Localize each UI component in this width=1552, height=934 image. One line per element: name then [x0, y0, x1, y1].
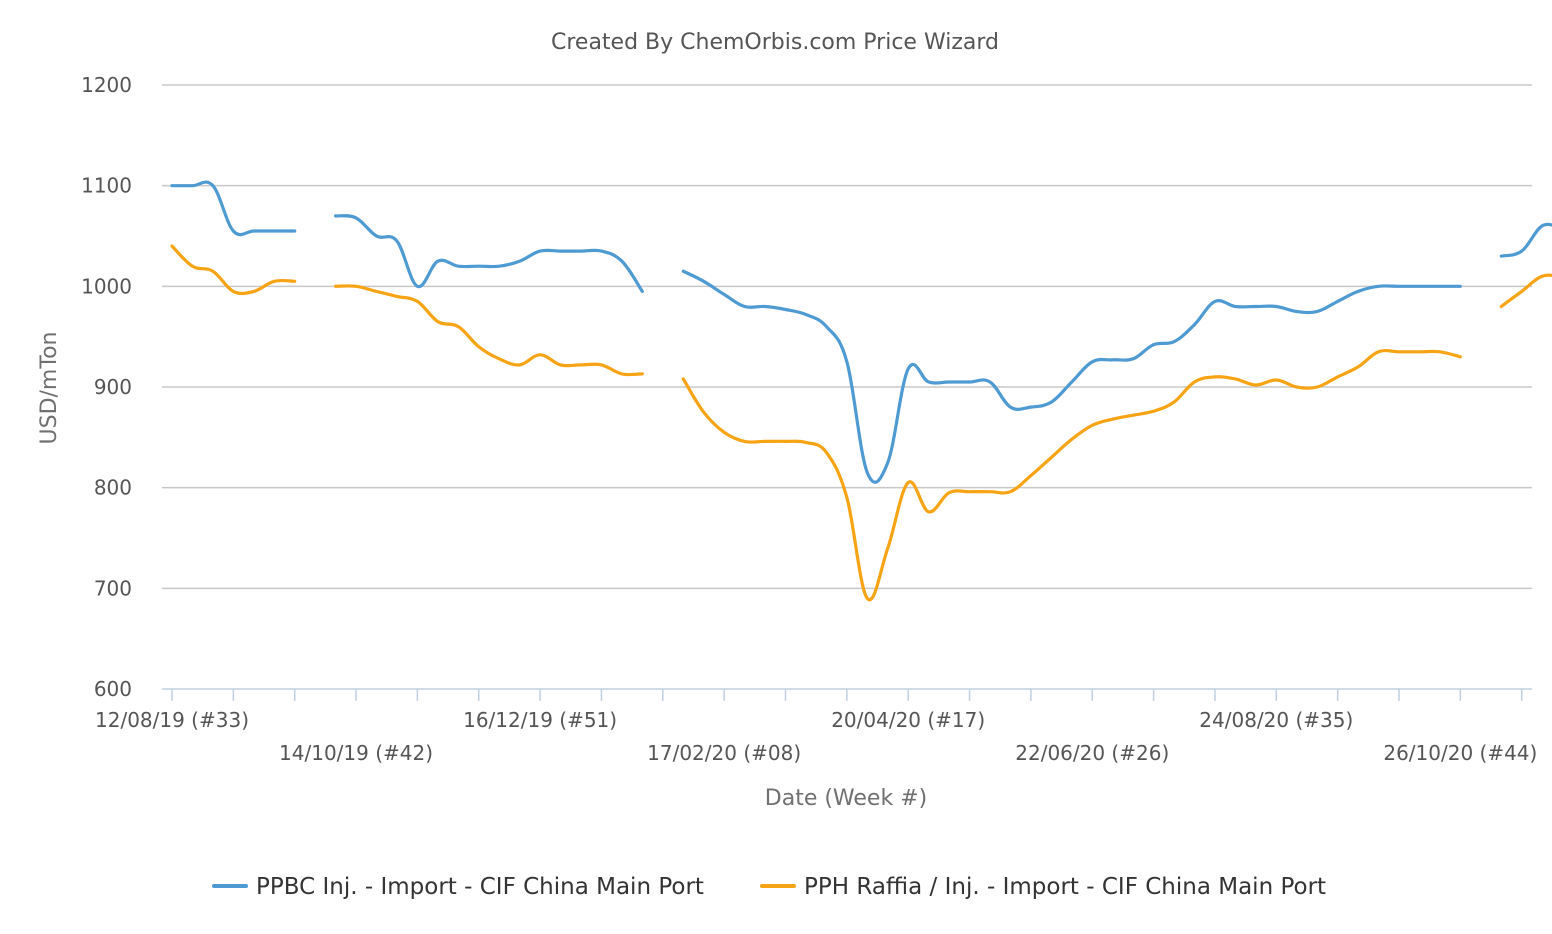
chart-title: Created By ChemOrbis.com Price Wizard — [551, 30, 999, 55]
legend-item-1[interactable]: PPH Raffia / Inj. - Import - CIF China M… — [760, 874, 1326, 900]
series-0 — [170, 180, 1552, 484]
legend-item-0[interactable]: PPBC Inj. - Import - CIF China Main Port — [212, 874, 704, 900]
series-1 — [170, 244, 1552, 602]
series-line-segment — [681, 348, 1462, 602]
legend[interactable]: PPBC Inj. - Import - CIF China Main Port… — [212, 874, 1326, 900]
y-axis-title: USD/mTon — [37, 332, 62, 445]
legend-label: PPBC Inj. - Import - CIF China Main Port — [256, 874, 704, 900]
y-tick-label: 1000 — [81, 274, 132, 298]
series-line-segment — [170, 180, 297, 237]
series-line-segment — [681, 269, 1462, 484]
series-line-segment — [334, 284, 644, 377]
series-line-segment — [170, 244, 297, 296]
x-tick-label: 16/12/19 (#51) — [463, 708, 617, 732]
y-axis-ticks: 600 700 800 900 1000 1100 1200 — [81, 73, 132, 701]
y-tick-label: 1100 — [81, 174, 132, 198]
y-tick-label: 1200 — [81, 73, 132, 97]
series-line-segment — [1499, 273, 1552, 309]
y-tick-label: 800 — [94, 476, 132, 500]
x-axis-title: Date (Week #) — [765, 786, 927, 811]
y-tick-label: 700 — [94, 576, 132, 600]
y-tick-label: 600 — [94, 677, 132, 701]
x-tick-label: 14/10/19 (#42) — [279, 741, 433, 765]
x-tick-label: 22/06/20 (#26) — [1015, 741, 1169, 765]
grid-lines — [162, 84, 1532, 590]
legend-label: PPH Raffia / Inj. - Import - CIF China M… — [804, 874, 1326, 900]
x-tick-label: 24/08/20 (#35) — [1199, 708, 1353, 732]
series-line-segment — [334, 214, 644, 293]
x-axis: 12/08/19 (#33) 14/10/19 (#42) 16/12/19 (#5… — [95, 688, 1537, 765]
y-tick-label: 900 — [94, 375, 132, 399]
x-tick-label: 17/02/20 (#08) — [647, 741, 801, 765]
x-tick-label: 12/08/19 (#33) — [95, 708, 249, 732]
series-line-segment — [1499, 222, 1552, 258]
x-tick-label: 26/10/20 (#44) — [1383, 741, 1537, 765]
series-lines — [170, 180, 1552, 602]
x-tick-label: 20/04/20 (#17) — [831, 708, 985, 732]
